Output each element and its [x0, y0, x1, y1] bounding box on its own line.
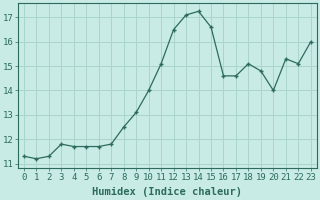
X-axis label: Humidex (Indice chaleur): Humidex (Indice chaleur): [92, 187, 242, 197]
